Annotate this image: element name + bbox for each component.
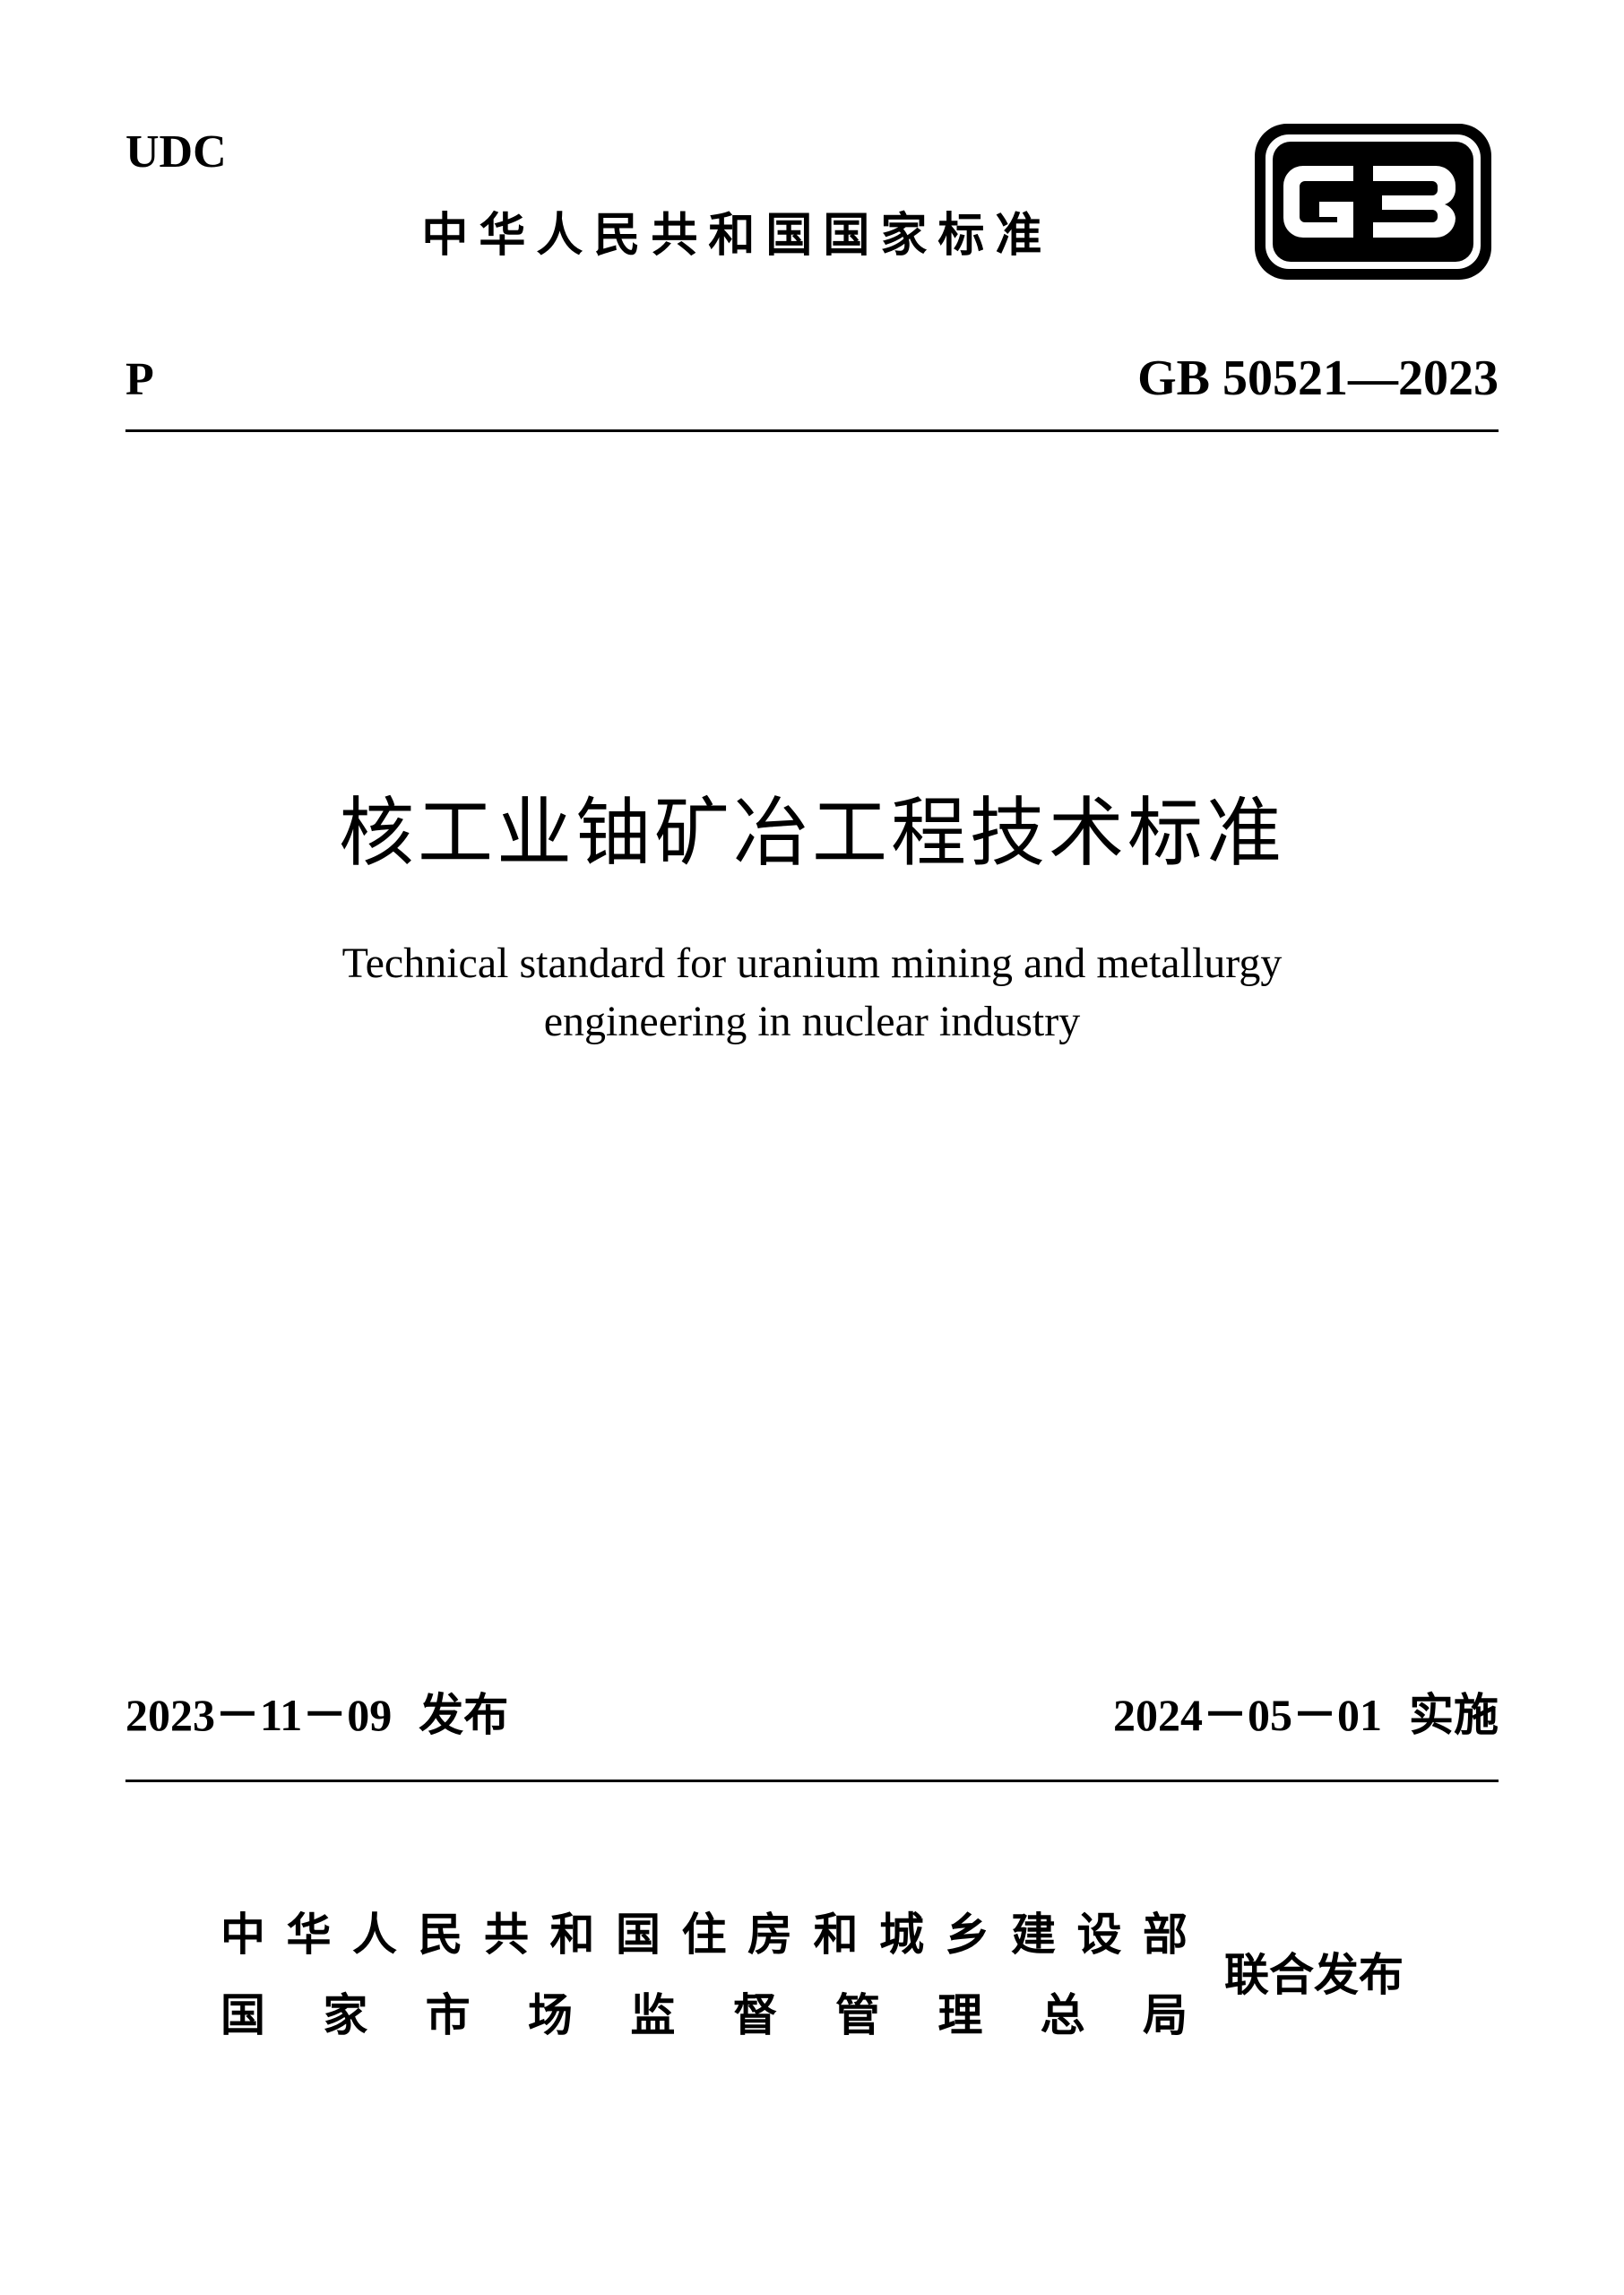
publisher-section: 中华人民共和国住房和城乡建设部 国家市场监督管理总局 联合发布 [125,1899,1499,2044]
publisher-line-2: 国家市场监督管理总局 [220,1979,1188,2044]
effective-date: 2024－05－01 [1113,1679,1382,1744]
dates-row: 2023－11－09 发布 2024－05－01 实施 [125,1679,1499,1782]
issue-date: 2023－11－09 [125,1679,392,1744]
effective-date-item: 2024－05－01 实施 [1113,1679,1499,1744]
publisher-line-1: 中华人民共和国住房和城乡建设部 [220,1899,1188,1963]
effective-label: 实施 [1409,1679,1499,1744]
title-english: Technical standard for uranium mining an… [125,935,1499,1052]
header-top-row: UDC 中华人民共和国国家标准 [125,117,1499,287]
header-center: 中华人民共和国国家标准 [227,197,1248,264]
document-page: UDC 中华人民共和国国家标准 P GB 50521—2023 核工业铀矿冶工程… [0,0,1624,2295]
gb-logo-icon [1248,117,1499,287]
joint-publish-label: 联合发布 [1224,1939,1404,2004]
issue-label: 发布 [419,1679,508,1744]
publisher-lines: 中华人民共和国住房和城乡建设部 国家市场监督管理总局 [220,1899,1188,2044]
p-classification-label: P [125,353,154,406]
title-english-line2: engineering in nuclear industry [544,998,1080,1045]
country-standard-label: 中华人民共和国国家标准 [227,197,1248,264]
udc-label: UDC [125,126,227,178]
standard-number: GB 50521—2023 [1137,350,1499,407]
title-chinese: 核工业铀矿冶工程技术标准 [125,773,1499,881]
title-section: 核工业铀矿冶工程技术标准 Technical standard for uran… [125,773,1499,1052]
header-second-row: P GB 50521—2023 [125,350,1499,432]
issue-date-item: 2023－11－09 发布 [125,1679,508,1744]
title-english-line1: Technical standard for uranium mining an… [342,940,1283,987]
